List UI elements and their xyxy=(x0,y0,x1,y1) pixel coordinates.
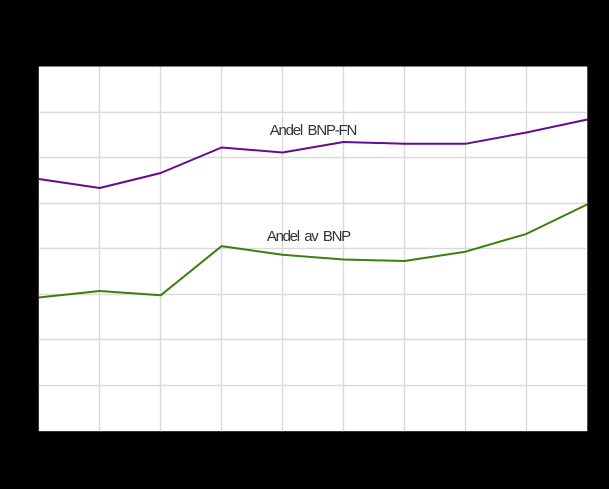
svg-text:Andel BNP-FN: Andel BNP-FN xyxy=(270,122,357,139)
svg-text:Andel av BNP: Andel av BNP xyxy=(267,228,351,245)
